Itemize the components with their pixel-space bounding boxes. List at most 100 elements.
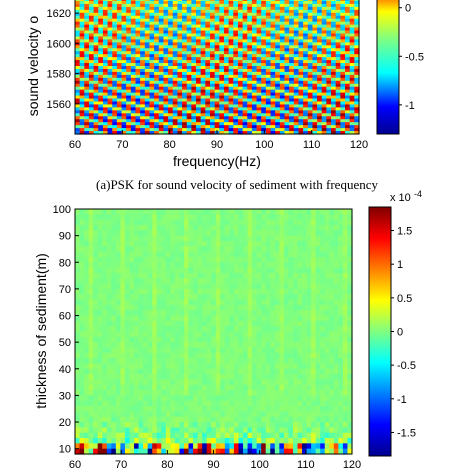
top-heatmap-cell bbox=[140, 3, 146, 8]
top-heatmap-cell bbox=[228, 0, 234, 2]
top-heatmap-cell bbox=[354, 21, 360, 26]
top-heatmap-cell bbox=[88, 122, 95, 126]
bottom-heatmap-cell bbox=[111, 432, 117, 439]
top-heatmap-cell bbox=[210, 54, 216, 58]
top-heatmap-cell bbox=[345, 57, 351, 61]
top-heatmap-cell bbox=[354, 131, 360, 135]
top-heatmap-cell bbox=[256, 95, 262, 100]
bottom-heatmap-cell bbox=[243, 288, 249, 295]
bottom-heatmap-cell bbox=[143, 272, 149, 279]
top-heatmap-cell bbox=[177, 104, 183, 108]
bottom-heatmap-cell bbox=[197, 438, 203, 444]
top-heatmap-cell bbox=[93, 125, 99, 129]
bottom-heatmap-cell bbox=[202, 272, 208, 279]
top-heatmap-cell bbox=[242, 33, 248, 38]
top-heatmap-cell bbox=[93, 83, 99, 88]
top-heatmap-cell bbox=[223, 0, 230, 5]
top-heatmap-cell bbox=[326, 36, 332, 40]
top-heatmap-cell bbox=[107, 54, 113, 58]
top-heatmap-cell bbox=[196, 80, 202, 85]
top-heatmap-cell bbox=[172, 36, 179, 40]
bottom-heatmap-cell bbox=[75, 443, 81, 450]
bottom-heatmap-cell bbox=[156, 235, 162, 242]
bottom-heatmap-cell bbox=[161, 427, 167, 434]
top-heatmap-cell bbox=[121, 116, 127, 120]
top-heatmap-cell bbox=[349, 98, 355, 103]
bottom-heatmap-cell bbox=[129, 336, 135, 343]
bottom-heatmap-cell bbox=[193, 448, 199, 455]
bottom-heatmap-cell bbox=[174, 230, 181, 237]
bottom-heatmap-cell bbox=[211, 374, 217, 381]
bottom-heatmap-cell bbox=[202, 427, 208, 434]
bottom-heatmap-cell bbox=[197, 294, 203, 301]
top-heatmap-cell bbox=[200, 45, 206, 49]
bottom-heatmap-cell bbox=[147, 363, 153, 370]
top-heatmap-cell bbox=[228, 107, 234, 111]
top-heatmap-cell bbox=[140, 128, 146, 132]
bottom-heatmap-cell bbox=[238, 224, 244, 231]
top-heatmap-cell bbox=[126, 45, 132, 49]
bottom-heatmap-cell bbox=[134, 304, 140, 311]
top-colorbar-tick-label: -0.5 bbox=[405, 51, 424, 63]
bottom-heatmap-cell bbox=[206, 230, 212, 237]
top-heatmap-cell bbox=[200, 0, 206, 5]
top-heatmap-cell bbox=[247, 71, 253, 76]
bottom-heatmap-cell bbox=[229, 310, 235, 317]
bottom-heatmap-cell bbox=[265, 390, 271, 397]
bottom-heatmap-cell bbox=[261, 251, 267, 258]
top-heatmap-cell bbox=[130, 86, 137, 91]
bottom-heatmap-cell bbox=[247, 235, 253, 242]
bottom-heatmap-cell bbox=[79, 363, 85, 370]
top-heatmap-cell bbox=[256, 6, 262, 11]
bottom-heatmap-cell bbox=[243, 379, 249, 386]
bottom-heatmap-cell bbox=[88, 331, 94, 338]
bottom-heatmap-cell bbox=[174, 448, 181, 455]
top-heatmap-cell bbox=[228, 119, 234, 123]
top-heatmap-cell bbox=[242, 63, 248, 67]
top-heatmap-cell bbox=[191, 131, 197, 135]
bottom-heatmap-cell bbox=[138, 422, 144, 428]
bottom-heatmap-cell bbox=[93, 283, 99, 290]
top-heatmap-cell bbox=[172, 80, 179, 85]
top-heatmap-cell bbox=[88, 12, 95, 17]
bottom-heatmap-cell bbox=[88, 347, 94, 354]
bottom-heatmap-cell bbox=[165, 379, 171, 386]
bottom-heatmap-cell bbox=[134, 416, 140, 423]
top-heatmap-cell bbox=[168, 60, 174, 64]
top-heatmap-cell bbox=[265, 0, 272, 5]
bottom-heatmap-cell bbox=[238, 336, 244, 343]
top-heatmap-cell bbox=[158, 119, 165, 123]
bottom-heatmap-cell bbox=[211, 256, 217, 263]
bottom-heatmap-cell bbox=[120, 352, 126, 359]
bottom-heatmap-cell bbox=[197, 448, 203, 455]
top-heatmap-cell bbox=[191, 33, 197, 38]
bottom-heatmap-cell bbox=[274, 352, 280, 359]
top-heatmap-cell bbox=[126, 18, 132, 23]
top-heatmap-cell bbox=[275, 116, 281, 120]
top-heatmap-cell bbox=[102, 71, 109, 76]
top-heatmap-cell bbox=[219, 77, 225, 82]
top-heatmap-cell bbox=[177, 92, 183, 97]
top-heatmap-cell bbox=[186, 12, 192, 17]
bottom-heatmap-cell bbox=[270, 368, 276, 375]
bottom-heatmap-cell bbox=[229, 251, 235, 258]
bottom-heatmap-cell bbox=[152, 448, 158, 455]
top-heatmap-cell bbox=[200, 68, 206, 73]
bottom-heatmap-cell bbox=[152, 209, 158, 215]
top-heatmap-cell bbox=[270, 113, 276, 117]
top-heatmap-cell bbox=[340, 15, 346, 20]
top-heatmap-cell bbox=[140, 86, 146, 91]
top-heatmap-cell bbox=[88, 89, 95, 94]
top-heatmap-cell bbox=[210, 63, 216, 67]
bottom-heatmap-cell bbox=[129, 368, 135, 375]
top-heatmap-cell bbox=[289, 92, 295, 97]
bottom-heatmap-cell bbox=[233, 326, 240, 333]
bottom-heatmap-cell bbox=[79, 326, 85, 333]
top-heatmap-cell bbox=[79, 125, 85, 129]
bottom-heatmap-cell bbox=[247, 347, 253, 354]
bottom-heatmap-cell bbox=[120, 422, 126, 428]
bottom-heatmap-cell bbox=[156, 390, 162, 397]
top-heatmap-cell bbox=[214, 74, 220, 79]
bottom-heatmap-cell bbox=[161, 256, 167, 263]
bottom-heatmap-cell bbox=[75, 214, 81, 221]
